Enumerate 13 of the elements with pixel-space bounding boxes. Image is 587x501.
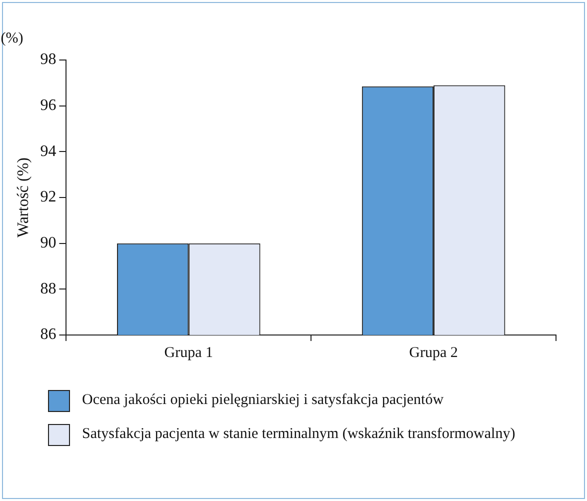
y-tick-label: 96	[40, 97, 56, 114]
text: (%)	[0, 30, 24, 46]
legend-label: Ocena jakości opieki pielęgniarskiej i satysfakcja pacjentów	[82, 391, 444, 410]
y-tick-label: 90	[40, 234, 56, 252]
y-axis-title: Wartość (%)	[14, 157, 32, 238]
x-tick-label: Grupa 2	[409, 344, 458, 361]
legend-label: Satysfakcja pacjenta w stanie terminalnym (wskaźnik transformowalny)	[82, 425, 516, 444]
y-tick-label: 94	[40, 142, 56, 160]
y-tick-label: 98	[40, 51, 56, 68]
x-tick-label: Grupa 1	[164, 344, 214, 361]
y-tick-label: 86	[40, 326, 56, 344]
y-tick-label: 92	[40, 188, 56, 206]
y-tick-label: 88	[40, 280, 56, 298]
